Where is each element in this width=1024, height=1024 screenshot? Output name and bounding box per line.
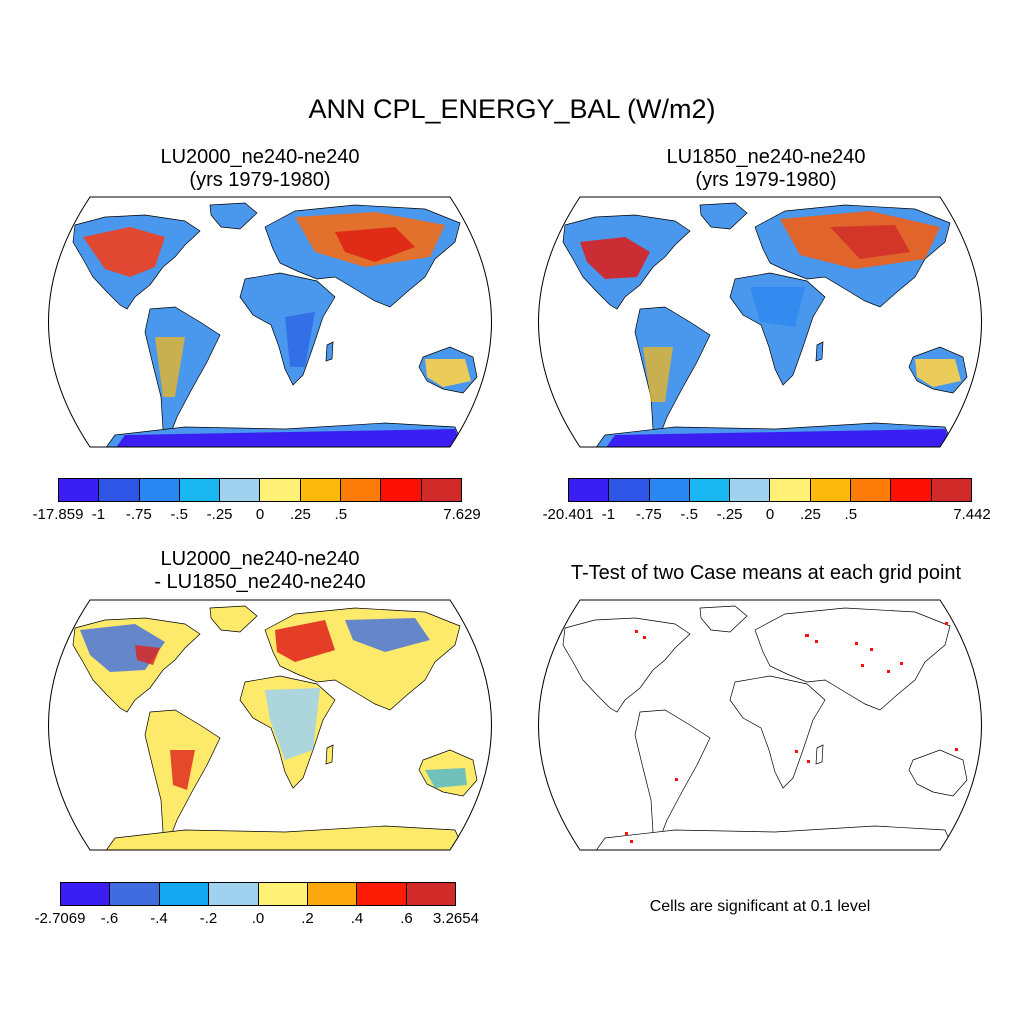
panel-3-title: LU2000_ne240-ne240 - LU1850_ne240-ne240: [30, 548, 490, 594]
panel-4-significance-field: [562, 605, 968, 850]
colorbar-swatch: [609, 479, 650, 501]
panel-1-title-line1: LU2000_ne240-ne240: [160, 146, 360, 168]
colorbar-swatch: [649, 479, 690, 501]
colorbar-tick-label: -.75: [635, 506, 662, 523]
panel-2-title: LU1850_ne240-ne240 (yrs 1979-1980): [536, 146, 996, 192]
colorbar-swatch: [357, 883, 407, 905]
colorbar-swatch: [139, 479, 180, 501]
colorbar-tick-label: 0: [765, 506, 775, 523]
panel-2-title-line1: LU1850_ne240-ne240: [666, 146, 866, 168]
colorbar-tick-label: -.75: [125, 506, 152, 523]
colorbar-swatch: [406, 883, 455, 905]
colorbar-swatch: [770, 479, 811, 501]
colorbar-swatch: [220, 479, 261, 501]
panel-3-colorbar: [60, 882, 456, 906]
colorbar-swatch: [851, 479, 892, 501]
colorbar-tick-label: -.5: [170, 506, 188, 523]
colorbar-tick-label: 7.629: [443, 506, 481, 523]
colorbar-swatch: [689, 479, 731, 501]
significance-note: Cells are significant at 0.1 level: [649, 898, 871, 915]
colorbar-tick-label: .6: [400, 910, 413, 927]
colorbar-tick-label: -.6: [100, 910, 119, 927]
colorbar-tick-label: .5: [334, 506, 348, 523]
panel-4-title: T-Test of two Case means at each grid po…: [570, 562, 962, 584]
colorbar-tick-label: 7.442: [953, 506, 991, 523]
panel-1-title-line2: (yrs 1979-1980): [189, 169, 331, 191]
panel-1-map: [48, 196, 492, 448]
colorbar-swatch: [730, 479, 771, 501]
colorbar-tick-label: -1: [91, 506, 106, 523]
colorbar-swatch: [61, 883, 111, 905]
panel-4-map: [538, 599, 982, 851]
panel-2-title-line2: (yrs 1979-1980): [695, 169, 837, 191]
colorbar-tick-label: -.2: [199, 910, 218, 927]
colorbar-tick-label: -17.859: [32, 506, 84, 523]
colorbar-swatch: [341, 479, 382, 501]
colorbar-tick-label: .4: [350, 910, 364, 927]
panel-2-colorbar: [568, 478, 972, 502]
colorbar-tick-label: 0: [255, 506, 265, 523]
colorbar-swatch: [258, 883, 308, 905]
panel-1-title: LU2000_ne240-ne240 (yrs 1979-1980): [30, 146, 490, 192]
colorbar-swatch: [307, 883, 358, 905]
colorbar-swatch: [209, 883, 259, 905]
panel-1-land-field: [72, 202, 478, 447]
colorbar-swatch: [810, 479, 852, 501]
panel-3-map: [48, 599, 492, 851]
panel-1-colorbar: [58, 478, 462, 502]
colorbar-swatch: [260, 479, 301, 501]
colorbar-tick-label: .2: [301, 910, 314, 927]
colorbar-tick-label: .5: [844, 506, 858, 523]
colorbar-swatch: [59, 479, 100, 501]
panel-3-title-line2: - LU1850_ne240-ne240: [154, 571, 366, 593]
colorbar-tick-label: -.25: [716, 506, 743, 523]
panel-2-land-field: [562, 202, 968, 447]
colorbar-swatch: [159, 883, 210, 905]
colorbar-tick-label: -1: [601, 506, 616, 523]
colorbar-tick-label: -.5: [680, 506, 698, 523]
colorbar-tick-label: -.25: [206, 506, 233, 523]
colorbar-swatch: [931, 479, 971, 501]
colorbar-swatch: [421, 479, 461, 501]
colorbar-tick-label: -.4: [150, 910, 168, 927]
colorbar-tick-label: -20.401: [542, 506, 594, 523]
colorbar-tick-label: 3.2654: [433, 910, 479, 927]
panel-2-map: [538, 196, 982, 448]
colorbar-swatch: [99, 479, 140, 501]
colorbar-tick-label: .25: [289, 506, 311, 523]
colorbar-swatch: [300, 479, 342, 501]
figure-title: ANN CPL_ENERGY_BAL (W/m2): [308, 94, 716, 124]
colorbar-swatch: [110, 883, 160, 905]
colorbar-tick-label: .25: [799, 506, 821, 523]
colorbar-swatch: [891, 479, 932, 501]
panel-3-land-field: [72, 605, 478, 850]
colorbar-tick-label: .0: [251, 910, 265, 927]
panel-3-title-line1: LU2000_ne240-ne240: [160, 548, 360, 570]
colorbar-swatch: [179, 479, 221, 501]
colorbar-tick-label: -2.7069: [34, 910, 86, 927]
colorbar-swatch: [381, 479, 422, 501]
colorbar-swatch: [569, 479, 610, 501]
